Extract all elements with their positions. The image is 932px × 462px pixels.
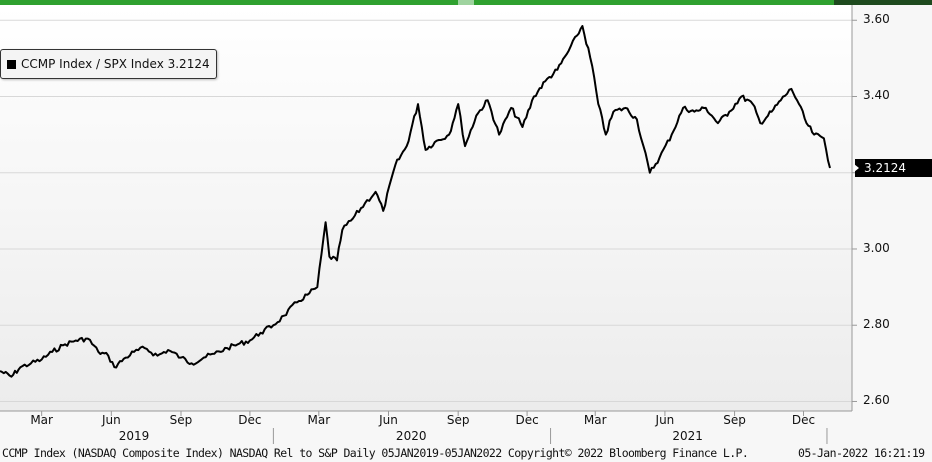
x-tick-label: Sep [169,413,193,427]
year-label: 2020 [395,429,427,443]
legend-label: CCMP Index / SPX Index 3.2124 [21,57,210,71]
y-tick-label: 2.80 [863,317,890,332]
x-tick-label: Mar [583,413,607,427]
top-bar-right [834,0,932,5]
x-tick-label: Mar [307,413,331,427]
y-tick-label: 3.60 [863,12,890,27]
last-value-badge: 3.2124 [854,159,932,177]
x-tick-label: Mar [30,413,53,427]
x-tick-label: Sep [446,413,470,427]
legend-swatch [7,59,16,69]
footer-timestamp: 05-Jan-2022 16:21:19 [798,446,925,460]
grid-lines [0,19,857,402]
x-tick-label: Sep [723,413,746,427]
x-tick-label: Dec [791,413,816,427]
x-tick-label: Dec [515,413,539,427]
y-tick-label: 2.60 [863,393,890,408]
y-tick-label: 3.40 [863,88,890,103]
pointer-icon [854,164,859,172]
y-tick-label: 3.00 [863,240,890,255]
year-label: 2019 [118,429,150,443]
top-bar-handle[interactable] [458,0,474,5]
x-tick-marks [41,411,828,444]
last-value-label: 3.2124 [864,161,906,175]
footer-left: CCMP Index (NASDAQ Composite Index) NASD… [2,446,749,460]
series-line [0,25,831,378]
legend[interactable]: CCMP Index / SPX Index 3.2124 [0,49,217,79]
x-tick-label: Jun [655,413,675,427]
x-tick-label: Dec [238,413,262,427]
year-label: 2021 [672,429,703,443]
x-tick-label: Jun [101,413,121,427]
x-tick-label: Jun [379,413,398,427]
